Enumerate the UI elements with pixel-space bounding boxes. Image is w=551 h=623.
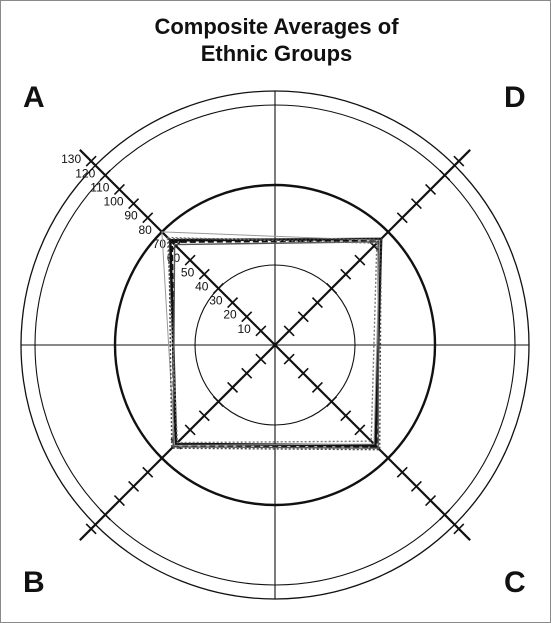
tick-d-40	[326, 282, 338, 294]
tick-a-30	[227, 297, 239, 309]
tick-a-100	[128, 198, 140, 210]
tick-label-10: 10	[237, 322, 251, 336]
tick-d-60	[354, 254, 366, 266]
tick-a-60	[184, 254, 196, 266]
tick-d-130	[453, 155, 465, 167]
tick-c-40	[326, 396, 338, 408]
tick-d-10	[283, 325, 295, 337]
tick-label-130: 130	[61, 152, 81, 166]
tick-b-50	[198, 410, 210, 422]
tick-label-70: 70	[153, 237, 167, 251]
tick-c-120	[439, 509, 451, 521]
tick-label-80: 80	[139, 223, 153, 237]
tick-a-20	[241, 311, 253, 323]
series-polygon-6	[168, 238, 382, 451]
axis-a	[79, 149, 276, 346]
tick-c-100	[410, 480, 422, 492]
tick-c-50	[340, 410, 352, 422]
axis-c	[274, 344, 471, 541]
tick-d-50	[340, 268, 352, 280]
tick-b-60	[184, 424, 196, 436]
tick-b-80	[156, 452, 168, 464]
tick-c-110	[425, 495, 437, 507]
quadrant-label-a: A	[23, 81, 45, 114]
tick-b-20	[241, 367, 253, 379]
chart-title-line-1: Composite Averages of	[154, 14, 399, 39]
tick-b-120	[99, 509, 111, 521]
tick-b-130	[85, 523, 97, 535]
chart-title-line-2: Ethnic Groups	[200, 41, 353, 66]
tick-a-110	[113, 183, 125, 195]
tick-b-40	[212, 396, 224, 408]
tick-label-110: 110	[90, 180, 109, 194]
tick-label-100: 100	[104, 195, 124, 209]
tick-a-90	[142, 212, 154, 224]
tick-c-80	[382, 452, 394, 464]
tick-a-10	[255, 325, 267, 337]
tick-b-10	[255, 353, 267, 365]
tick-c-10	[283, 353, 295, 365]
tick-label-40: 40	[195, 279, 209, 293]
quadrant-label-c: C	[504, 566, 526, 599]
tick-label-90: 90	[124, 209, 138, 223]
tick-b-100	[128, 480, 140, 492]
tick-label-30: 30	[209, 294, 223, 308]
tick-label-120: 120	[75, 166, 95, 180]
quadrant-label-b: B	[23, 566, 45, 599]
tick-c-130	[453, 523, 465, 535]
tick-label-50: 50	[181, 265, 195, 279]
tick-c-60	[354, 424, 366, 436]
tick-b-90	[142, 466, 154, 478]
tick-d-100	[410, 198, 422, 210]
tick-d-70	[368, 240, 380, 252]
tick-d-120	[439, 169, 451, 181]
tick-b-110	[113, 495, 125, 507]
tick-a-120	[99, 169, 111, 181]
tick-d-20	[297, 311, 309, 323]
tick-label-20: 20	[223, 308, 237, 322]
axis-d	[274, 149, 471, 346]
tick-d-110	[425, 183, 437, 195]
quadrant-label-d: D	[504, 81, 526, 114]
tick-a-130	[85, 155, 97, 167]
tick-c-90	[396, 466, 408, 478]
tick-b-30	[227, 381, 239, 393]
tick-d-80	[382, 226, 394, 238]
series-polygon-4	[166, 236, 378, 444]
tick-c-30	[311, 381, 323, 393]
tick-a-40	[212, 282, 224, 294]
tick-c-20	[297, 367, 309, 379]
tick-a-50	[198, 268, 210, 280]
tick-d-90	[396, 212, 408, 224]
tick-d-30	[311, 297, 323, 309]
